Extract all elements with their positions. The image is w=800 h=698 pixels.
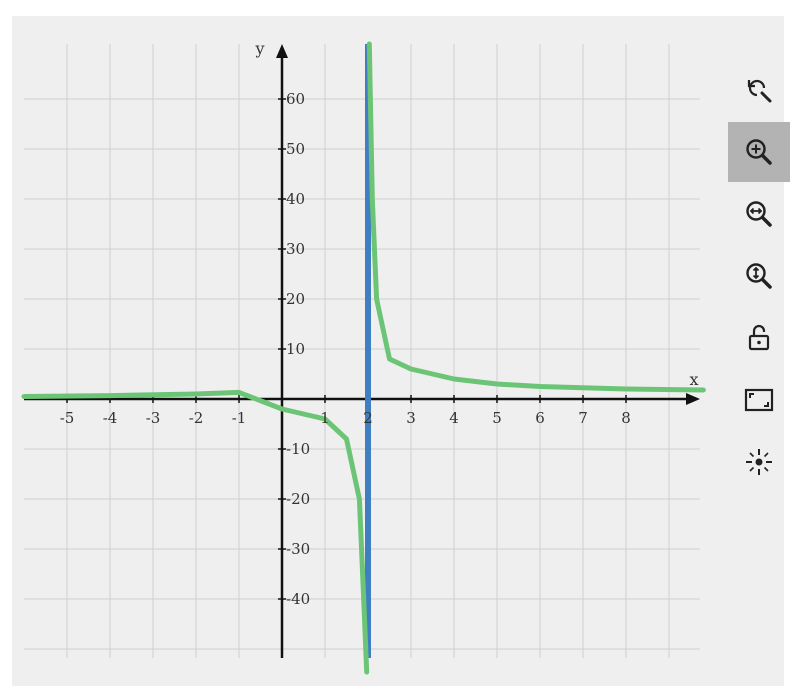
unlock-icon — [748, 324, 770, 351]
zoom-in-icon — [746, 139, 772, 165]
pan-button[interactable] — [728, 432, 790, 492]
fullscreen-icon — [744, 388, 774, 412]
y-tick-label: 60 — [286, 90, 305, 108]
x-tick-label: 1 — [320, 409, 330, 427]
x-tick-label: 3 — [406, 409, 416, 427]
graph-panel: -5 -4 -3 -2 -1 1 2 3 4 5 6 7 8 -40 -30 -20 -10 10 20 30 40 50… — [12, 16, 790, 686]
x-tick-label: -3 — [146, 409, 161, 427]
x-tick-label: 5 — [492, 409, 502, 427]
unlock-button[interactable] — [728, 308, 790, 368]
zoom-in-button[interactable] — [728, 122, 790, 182]
x-tick-label: 2 — [363, 409, 373, 427]
y-tick-label: -40 — [286, 590, 310, 608]
tick-labels: -5 -4 -3 -2 -1 1 2 3 4 5 6 7 8 -40 -30 -20 -10 10 20 30 40 50… — [60, 39, 699, 608]
zoom-reset-icon — [747, 79, 772, 103]
x-axis-label: x — [689, 370, 698, 389]
x-tick-label: -4 — [103, 409, 118, 427]
y-tick-label: 20 — [286, 290, 305, 308]
zoom-horizontal-icon — [746, 201, 772, 227]
x-tick-label: -1 — [232, 409, 247, 427]
y-tick-label: 50 — [286, 140, 305, 158]
y-tick-label: 10 — [286, 340, 305, 358]
y-tick-label: -10 — [286, 440, 310, 458]
axes — [24, 44, 700, 658]
x-axis-arrow — [686, 393, 700, 405]
x-tick-label: 6 — [535, 409, 545, 427]
zoom-reset-button[interactable] — [728, 60, 790, 120]
pan-icon — [746, 449, 772, 475]
x-tick-label: 8 — [621, 409, 631, 427]
zoom-vertical-button[interactable] — [728, 246, 790, 306]
x-tick-label: -2 — [189, 409, 204, 427]
curve-branch-left — [21, 389, 370, 675]
y-tick-label: -20 — [286, 490, 310, 508]
function-plot[interactable]: -5 -4 -3 -2 -1 1 2 3 4 5 6 7 8 -40 -30 -20 -10 10 20 30 40 50… — [12, 16, 712, 686]
fullscreen-button[interactable] — [728, 370, 790, 430]
x-tick-label: -5 — [60, 409, 75, 427]
y-tick-label: 30 — [286, 240, 305, 258]
zoom-horizontal-button[interactable] — [728, 184, 790, 244]
grid — [24, 44, 700, 658]
series — [21, 41, 706, 675]
y-axis-label: y — [254, 39, 264, 58]
curve-branch-right — [366, 41, 706, 393]
zoom-vertical-icon — [746, 263, 772, 289]
x-tick-label: 4 — [449, 409, 459, 427]
x-tick-label: 7 — [578, 409, 588, 427]
y-tick-label: 40 — [286, 190, 305, 208]
y-tick-label: -30 — [286, 540, 310, 558]
y-axis-arrow — [276, 44, 288, 58]
